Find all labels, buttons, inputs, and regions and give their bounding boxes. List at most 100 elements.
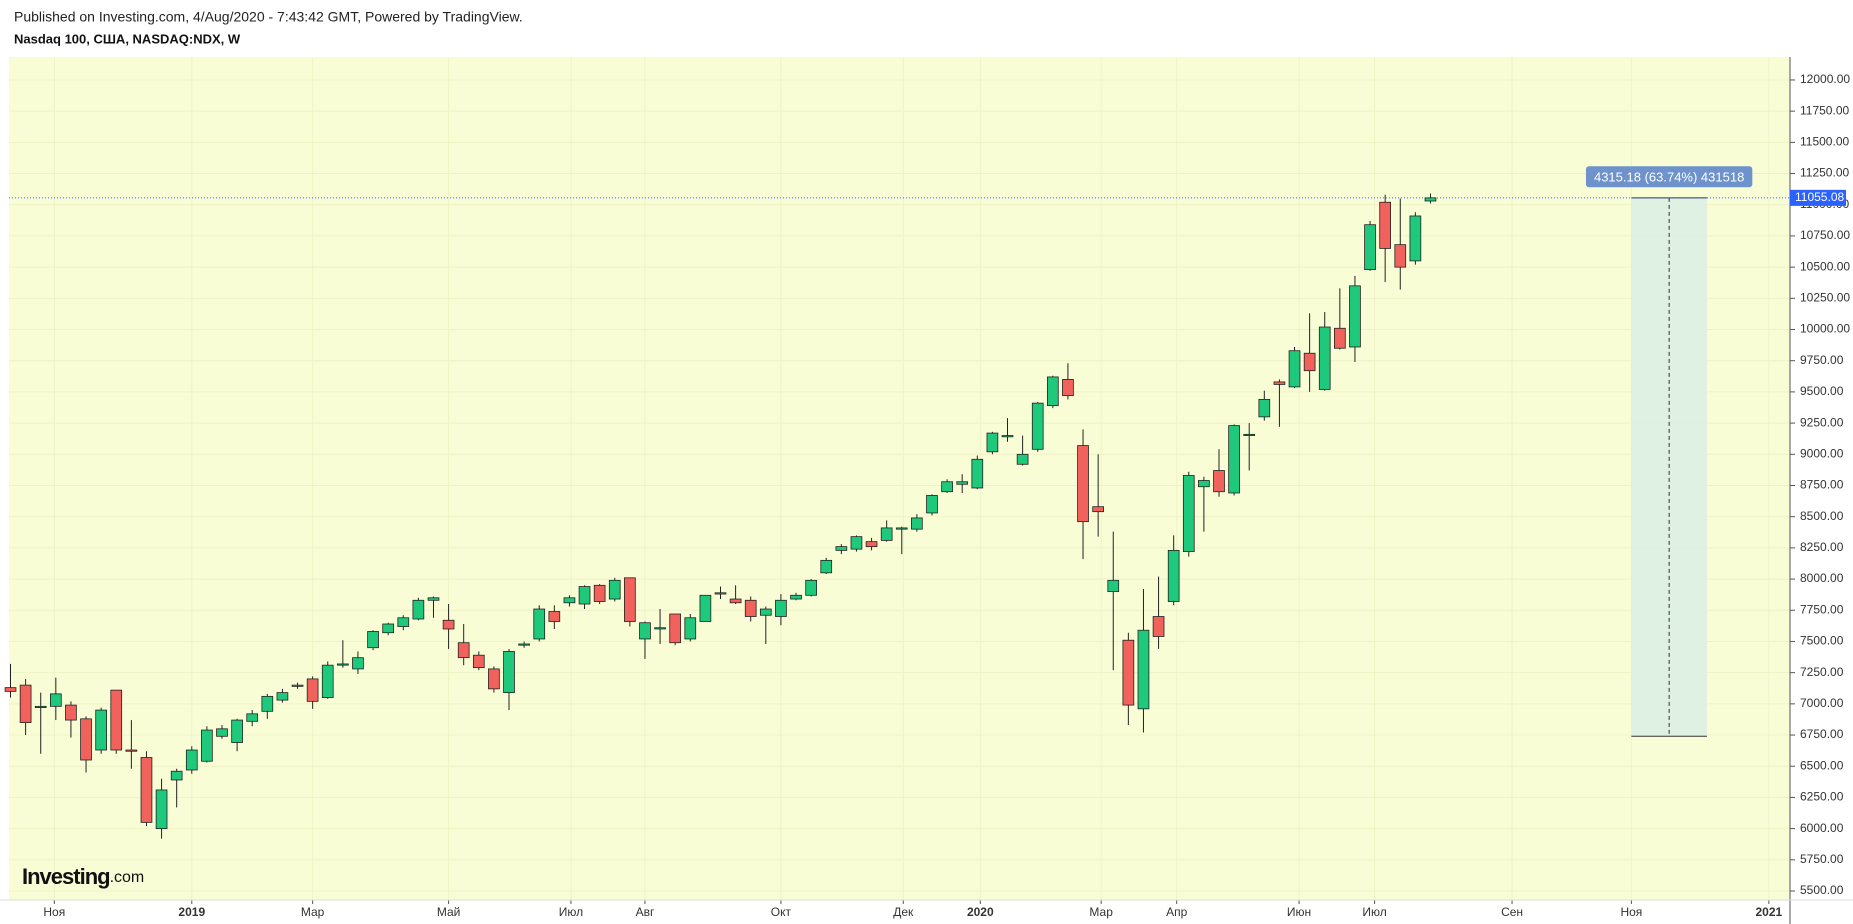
y-tick-label: 11750.00 [1800, 103, 1849, 117]
candle-body [593, 584, 606, 602]
candle-body [1288, 350, 1301, 388]
price-tag-bg [1790, 189, 1846, 206]
y-tick-label: 7500.00 [1800, 634, 1844, 648]
x-tick-label: Ноя [1620, 905, 1642, 919]
candle-body [684, 617, 697, 640]
candle-body [442, 619, 455, 630]
y-tick-label: 5750.00 [1800, 852, 1844, 866]
candle-body [110, 689, 123, 751]
y-tick-label: 10250.00 [1800, 290, 1850, 304]
candle-body [533, 608, 546, 640]
candle-body [1394, 244, 1407, 268]
candle-body [337, 663, 349, 666]
candle-body [518, 643, 530, 646]
candle-body [276, 692, 289, 701]
candle-body [926, 495, 938, 514]
price-tag: 11055.08 [1795, 190, 1844, 204]
y-tick-label: 11500.00 [1800, 135, 1849, 149]
candle-body [880, 527, 893, 541]
candle-body [140, 757, 153, 823]
candle-body [216, 728, 228, 737]
y-tick-label: 8000.00 [1800, 571, 1844, 585]
x-tick-label: Окт [771, 905, 792, 919]
candle-body [608, 579, 621, 600]
x-tick-label: Авг [636, 905, 655, 919]
candle-body [669, 613, 682, 644]
candle-body [261, 695, 274, 712]
x-tick-label: 2021 [1756, 905, 1783, 919]
x-tick-label: Дек [893, 905, 914, 919]
candle-body [1424, 197, 1437, 202]
candle-body [4, 687, 17, 692]
candle-body [1379, 201, 1391, 249]
candle-body [352, 657, 364, 670]
candle-body [1092, 506, 1104, 513]
candle-body [790, 594, 802, 600]
candle-body [1318, 326, 1331, 390]
y-tick-label: 9000.00 [1800, 446, 1844, 460]
candle-body [911, 517, 923, 530]
published-note: Published on Investing.com, 4/Aug/2020 -… [14, 9, 523, 25]
candle-body [759, 608, 772, 616]
y-tick-label: 7250.00 [1800, 665, 1844, 679]
candle-body [835, 546, 848, 551]
x-tick-label: Июн [1287, 905, 1311, 919]
candle-body [1031, 402, 1044, 450]
candle-body [1258, 398, 1271, 418]
candle-body [49, 693, 62, 707]
candle-body [895, 527, 908, 530]
logo: Investing.com [22, 864, 144, 889]
candle-body [1182, 475, 1195, 553]
y-tick-label: 7000.00 [1800, 696, 1844, 710]
candle-body [956, 481, 969, 485]
x-tick-label: Сен [1501, 905, 1523, 919]
y-tick-label: 8750.00 [1800, 478, 1844, 492]
candle-body [95, 709, 107, 751]
candle-body [412, 599, 425, 620]
y-tick-label: 10000.00 [1800, 322, 1850, 336]
candle-body [1228, 425, 1240, 494]
candle-body [1137, 629, 1150, 710]
candle-body [306, 678, 319, 702]
x-tick-label: Май [437, 905, 461, 919]
candle-body [1243, 433, 1256, 436]
logo-suffix: .com [110, 869, 145, 886]
candle-body [654, 627, 666, 630]
y-tick-label: 11250.00 [1800, 166, 1849, 180]
candle-body [155, 789, 168, 830]
candle-body [1273, 381, 1286, 385]
measure-label: 4315.18 (63.74%) 431518 [1594, 169, 1744, 184]
candle-body [65, 704, 77, 721]
candle-body [850, 536, 863, 550]
candle-body [1303, 352, 1316, 372]
candle-body [744, 599, 757, 617]
candle-body [805, 579, 817, 596]
candle-body [986, 432, 999, 453]
candle-body [80, 718, 92, 761]
candle-body [1001, 435, 1014, 438]
candle-body [1046, 376, 1059, 407]
candle-body [1122, 639, 1135, 706]
candle-body [246, 713, 259, 722]
y-tick-label: 6750.00 [1800, 727, 1844, 741]
candle-body [488, 668, 500, 690]
candle-body [775, 599, 787, 617]
candle-body [472, 654, 485, 669]
candle-body [321, 664, 334, 699]
candle-body [563, 597, 576, 604]
x-tick-label: Ноя [43, 905, 65, 919]
candle-body [1077, 445, 1089, 523]
candle-body [1107, 579, 1120, 592]
candle-body [1334, 327, 1346, 349]
candle-body [729, 598, 742, 604]
candle-body [125, 749, 138, 752]
candle-body [170, 770, 183, 781]
x-tick-label: 2019 [178, 905, 205, 919]
candle-body [231, 719, 243, 743]
candle-body [457, 642, 470, 659]
x-tick-label: Июл [559, 905, 583, 919]
candle-body [1213, 470, 1225, 493]
y-tick-label: 10750.00 [1800, 228, 1850, 242]
